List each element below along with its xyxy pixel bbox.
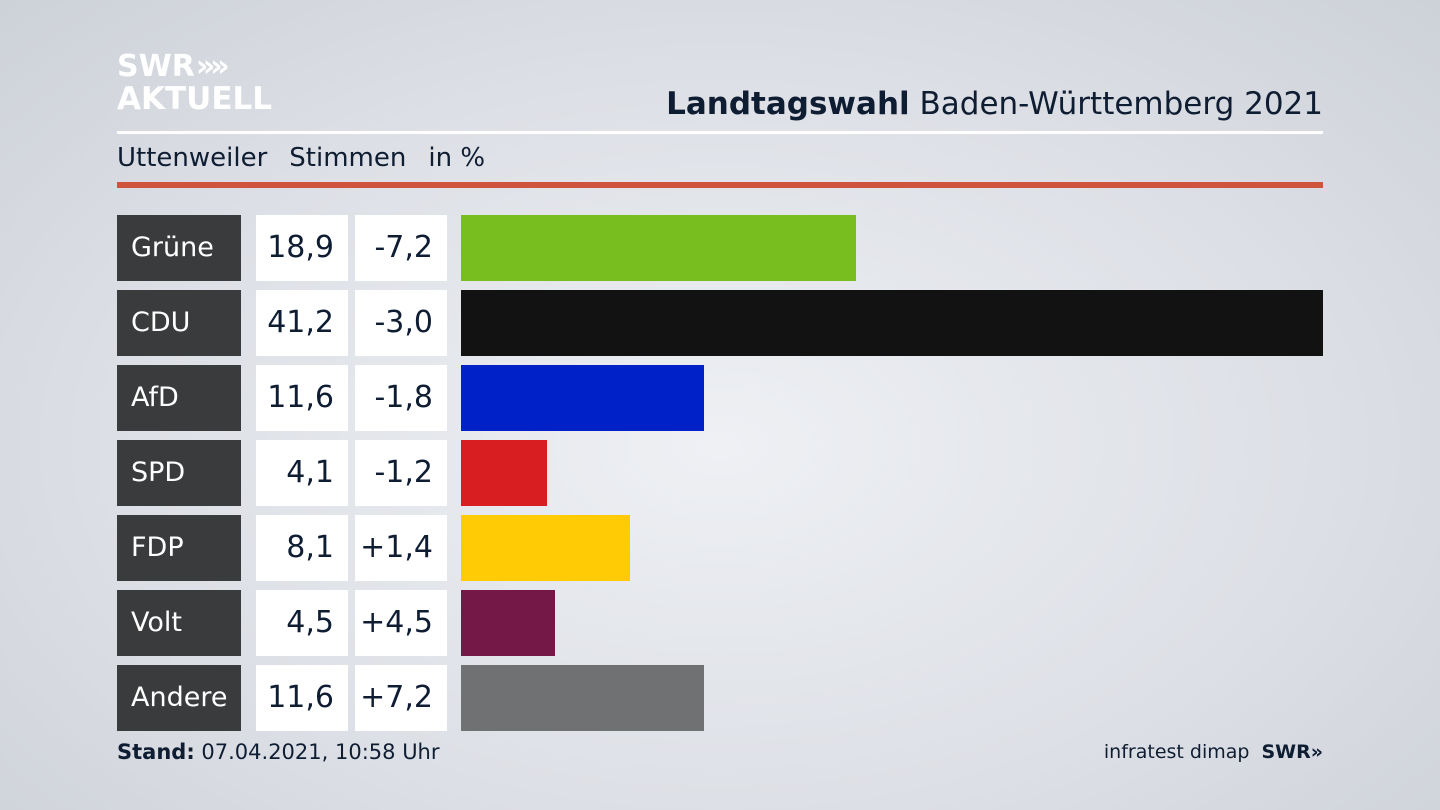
change-label: -7,2	[355, 215, 447, 281]
stand-value: 07.04.2021, 10:58 Uhr	[201, 740, 440, 764]
subheader-unit: in %	[428, 143, 486, 173]
logo-swr: SWR	[117, 49, 195, 84]
title-divider	[117, 131, 1323, 134]
party-label: Grüne	[117, 215, 241, 281]
subheader: Uttenweiler Stimmen in %	[117, 143, 507, 173]
bar	[461, 590, 555, 656]
bar	[461, 665, 704, 731]
party-label: CDU	[117, 290, 241, 356]
vote-share-label: 11,6	[256, 665, 348, 731]
pollster: infratest dimap	[1103, 741, 1250, 763]
party-label: AfD	[117, 365, 241, 431]
vote-share-label: 11,6	[256, 365, 348, 431]
title-rest: Baden-Württemberg 2021	[919, 86, 1323, 122]
party-label: FDP	[117, 515, 241, 581]
change-label: -3,0	[355, 290, 447, 356]
logo-chevron-icon-2: »	[210, 49, 230, 84]
timestamp: Stand: 07.04.2021, 10:58 Uhr	[117, 740, 440, 764]
change-label: +1,4	[355, 515, 447, 581]
bar	[461, 290, 1323, 356]
bar	[461, 215, 856, 281]
vote-share-label: 4,5	[256, 590, 348, 656]
subheader-metric: Stimmen	[289, 143, 407, 173]
change-label: +4,5	[355, 590, 447, 656]
vote-share-label: 18,9	[256, 215, 348, 281]
bar	[461, 515, 630, 581]
change-label: -1,2	[355, 440, 447, 506]
party-label: SPD	[117, 440, 241, 506]
party-label: Andere	[117, 665, 241, 731]
bar	[461, 440, 547, 506]
credits: infratest dimap SWR»	[1104, 741, 1323, 763]
vote-share-label: 41,2	[256, 290, 348, 356]
swr-brand: SWR»	[1261, 741, 1323, 763]
vote-share-label: 4,1	[256, 440, 348, 506]
stand-label: Stand:	[117, 740, 195, 764]
party-label: Volt	[117, 590, 241, 656]
vote-share-label: 8,1	[256, 515, 348, 581]
change-label: -1,8	[355, 365, 447, 431]
accent-divider	[117, 182, 1323, 188]
subheader-place: Uttenweiler	[117, 143, 268, 173]
bar	[461, 365, 704, 431]
logo-aktuell: AKTUELL	[117, 81, 273, 117]
swr-aktuell-logo: SWR»» AKTUELL	[117, 52, 272, 115]
logo-chevron-icon: »	[195, 49, 216, 84]
title-bold: Landtagswahl	[666, 86, 910, 122]
page-title: Landtagswahl Baden-Württemberg 2021	[666, 86, 1323, 122]
change-label: +7,2	[355, 665, 447, 731]
